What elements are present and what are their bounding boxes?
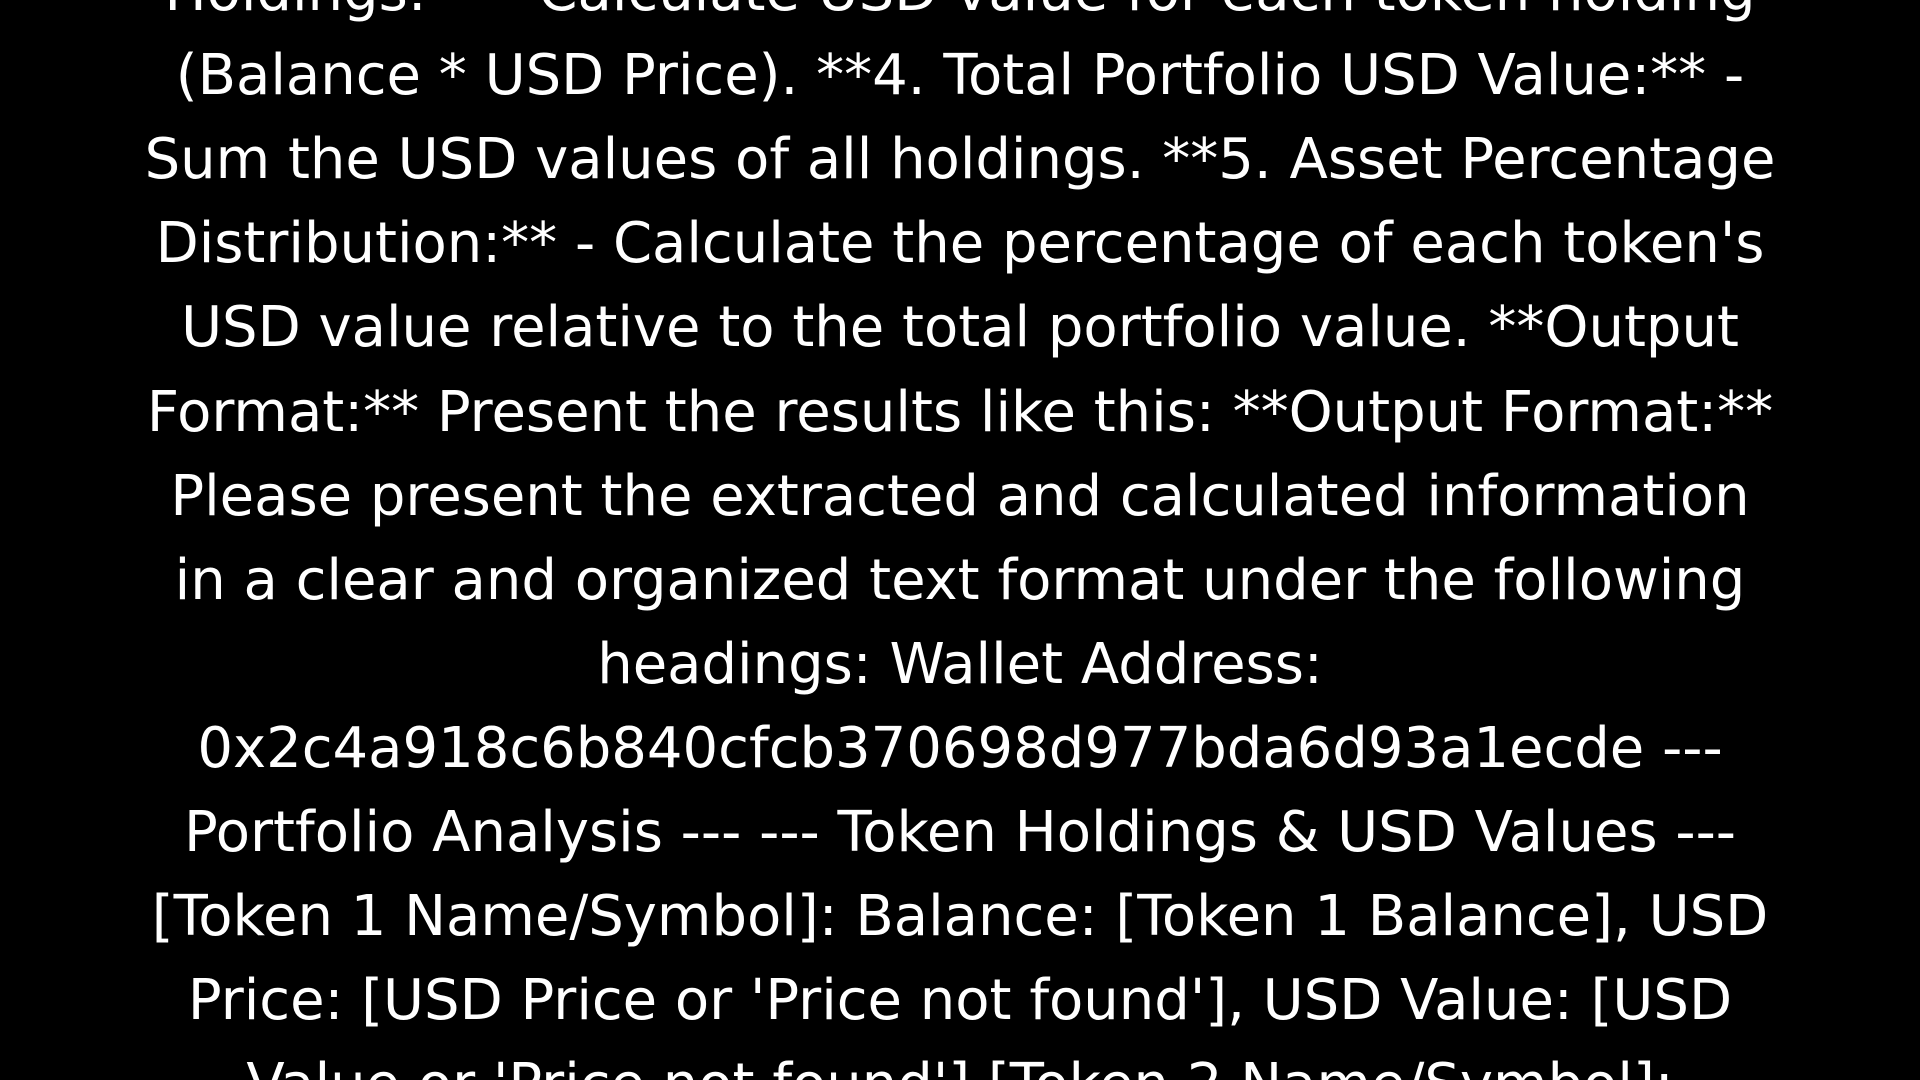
text-line: Portfolio Analysis --- --- Token Holding… <box>183 800 1737 865</box>
text-line: Sum the USD values of all holdings. **5.… <box>144 127 1776 193</box>
text-line: USD value relative to the total portfoli… <box>181 295 1739 361</box>
text-line: in a clear and organized text format und… <box>174 547 1746 613</box>
text-line: headings: Wallet Address: <box>597 631 1323 697</box>
text-line: Format:** Present the results like this:… <box>146 379 1774 445</box>
text-line: Distribution:** - Calculate the percenta… <box>155 211 1765 277</box>
text-line: 0x2c4a918c6b840cfcb370698d977bda6d93a1ec… <box>197 715 1723 781</box>
text-line: Value or 'Price not found'] [Token 2 Nam… <box>0 1043 1920 1080</box>
text-line: (Balance * USD Price). **4. Total Portfo… <box>175 43 1745 109</box>
text-line: Please present the extracted and calcula… <box>170 463 1750 529</box>
text-line: Price: [USD Price or 'Price not found'],… <box>187 968 1733 1034</box>
text-line: [Token 1 Name/Symbol]: Balance: [Token 1… <box>151 884 1769 950</box>
text-line: Holdings:** - Calculate USD value for ea… <box>0 0 1920 34</box>
